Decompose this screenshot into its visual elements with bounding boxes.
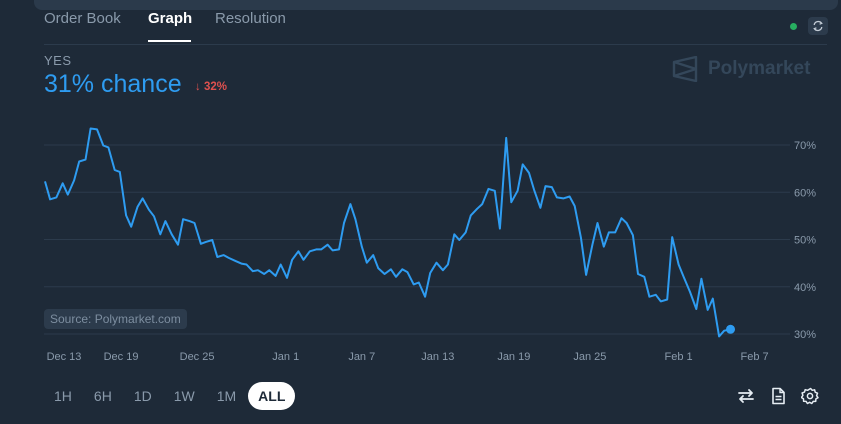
document-button[interactable]: [768, 386, 788, 406]
chart-gridlines: [44, 144, 790, 335]
time-range-selector: 1H 6H 1D 1W 1M ALL: [44, 382, 297, 410]
chart-toolbar: [736, 386, 820, 406]
tab-order-book[interactable]: Order Book: [44, 10, 121, 27]
polymarket-logo-icon: [672, 56, 698, 82]
change-value: 32%: [203, 81, 227, 93]
range-1d[interactable]: 1D: [133, 388, 152, 404]
range-1w[interactable]: 1W: [173, 388, 195, 404]
swap-button[interactable]: [736, 386, 756, 406]
y-axis-labels: 30% 40% 50% 60% 70%: [794, 140, 816, 341]
x-tick-label: Jan 1: [272, 351, 299, 363]
x-tick-label: Dec 13: [47, 351, 82, 363]
x-axis-labels: Dec 13 Dec 19 Dec 25 Jan 1 Jan 7 Jan 13 Jan 19…: [47, 351, 769, 363]
x-tick-label: Feb 7: [741, 351, 769, 363]
current-value-dot: [726, 324, 736, 334]
swap-icon: [738, 389, 754, 403]
y-tick-label: 70%: [794, 140, 816, 152]
refresh-button[interactable]: [808, 17, 828, 35]
tab-resolution[interactable]: Resolution: [215, 10, 286, 27]
x-tick-label: Jan 7: [348, 351, 375, 363]
brand-name: Polymarket: [708, 58, 811, 79]
brand-watermark: Polymarket: [672, 56, 810, 82]
y-tick-label: 60%: [794, 187, 816, 199]
live-status-dot: [790, 23, 797, 30]
x-tick-label: Dec 19: [104, 351, 139, 363]
x-tick-label: Jan 19: [497, 351, 530, 363]
arrow-down-icon: ↓: [195, 81, 201, 93]
probability-line: [44, 127, 731, 338]
y-tick-label: 40%: [794, 282, 816, 294]
tab-bar: Order Book Graph Resolution: [44, 0, 827, 45]
settings-button[interactable]: [800, 386, 820, 406]
change-indicator: ↓ 32%: [195, 81, 227, 93]
source-label: Source: Polymarket.com: [44, 309, 187, 329]
range-6h[interactable]: 6H: [93, 388, 112, 404]
y-tick-label: 30%: [794, 329, 816, 341]
chance-value: 31% chance: [44, 70, 182, 98]
x-tick-label: Dec 25: [180, 351, 215, 363]
outcome-label: YES: [44, 53, 72, 68]
range-1m[interactable]: 1M: [216, 388, 237, 404]
y-tick-label: 50%: [794, 235, 816, 247]
x-tick-label: Feb 1: [664, 351, 692, 363]
settings-icon: [801, 387, 819, 405]
range-1h[interactable]: 1H: [54, 388, 72, 404]
active-tab-indicator: [148, 40, 191, 42]
top-card-edge: [34, 0, 838, 10]
range-all[interactable]: ALL: [248, 382, 296, 410]
tab-graph[interactable]: Graph: [148, 10, 193, 27]
refresh-icon: [813, 20, 823, 32]
x-tick-label: Jan 25: [573, 351, 606, 363]
document-icon: [772, 387, 785, 405]
x-tick-label: Jan 13: [421, 351, 454, 363]
